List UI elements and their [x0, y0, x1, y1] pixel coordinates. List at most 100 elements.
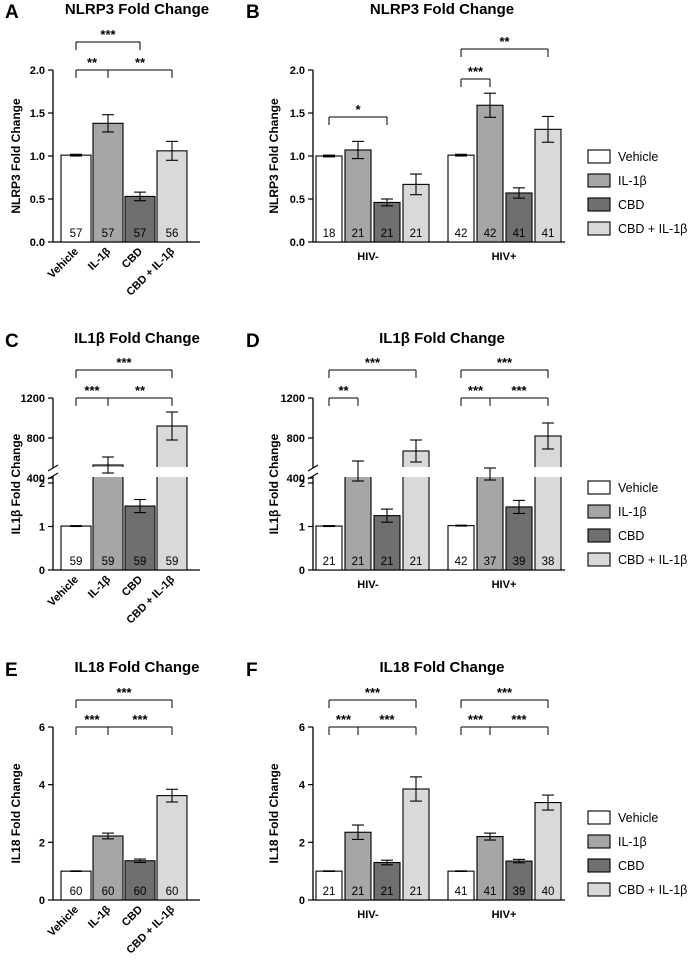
legend-swatch — [587, 221, 611, 236]
n-label: 21 — [352, 886, 365, 898]
bar — [124, 860, 156, 901]
y-tick-label: 1 — [299, 522, 305, 534]
significance-label: ** — [338, 383, 349, 398]
legend-swatch — [587, 810, 611, 825]
y-axis-label: IL18 Fold Change — [9, 763, 23, 863]
y-tick-label: 6 — [299, 722, 305, 734]
x-category-label: IL-1β — [86, 573, 113, 600]
bar-1-0: 42 — [447, 524, 475, 571]
n-label: 42 — [484, 228, 497, 240]
bar-1-3: 41 — [534, 115, 562, 243]
x-group-label: HIV+ — [492, 251, 517, 263]
legend-swatch — [587, 528, 611, 543]
y-tick-label: 2 — [39, 478, 45, 490]
y-axis-label: IL18 Fold Change — [267, 763, 281, 863]
bar-3: 59 — [156, 411, 188, 571]
bar — [92, 835, 124, 901]
n-label: 21 — [352, 228, 365, 240]
legend-label: Vehicle — [618, 481, 658, 495]
significance-label: * — [355, 102, 361, 117]
y-tick-label: 1 — [39, 522, 45, 534]
x-category-label: CBD — [120, 904, 145, 929]
significance-bracket: *** — [489, 712, 549, 735]
y-tick-label: 1200 — [281, 393, 305, 405]
n-label: 60 — [134, 886, 147, 898]
significance-label: *** — [365, 355, 381, 370]
bar-0-0: 21 — [315, 525, 343, 571]
significance-label: *** — [468, 383, 484, 398]
y-tick-label: 800 — [27, 433, 45, 445]
significance-label: *** — [468, 712, 484, 727]
significance-label: ** — [135, 55, 146, 70]
significance-label: ** — [135, 383, 146, 398]
significance-bracket: *** — [357, 712, 417, 735]
x-group-label: HIV- — [357, 909, 379, 921]
bar-break-gap — [402, 467, 430, 477]
y-tick-label: 400 — [287, 473, 305, 485]
x-category-label: Vehicle — [46, 246, 81, 281]
x-group-label: HIV+ — [492, 579, 517, 591]
y-tick-label: 2.0 — [30, 65, 45, 77]
bar-0: 60 — [60, 870, 92, 901]
n-label: 18 — [323, 228, 336, 240]
significance-label: *** — [497, 685, 513, 700]
bar-1-1: 42 — [476, 92, 504, 243]
bar — [476, 104, 504, 243]
bar-2: 57 — [124, 191, 156, 243]
significance-label: ** — [87, 55, 98, 70]
significance-bracket: ** — [460, 34, 549, 57]
n-label: 21 — [381, 886, 394, 898]
bar — [92, 464, 124, 571]
n-label: 57 — [134, 228, 147, 240]
bar-1-0: 42 — [447, 153, 475, 243]
n-label: 59 — [102, 556, 115, 568]
x-category-label: IL-1β — [86, 903, 113, 930]
bar — [447, 525, 475, 571]
y-tick-label: 4 — [299, 780, 306, 792]
y-tick-label: 0.0 — [290, 237, 305, 249]
x-category-label: Vehicle — [46, 574, 81, 609]
bar-2: 60 — [124, 858, 156, 901]
chart-title: IL18 Fold Change — [74, 659, 199, 676]
significance-label: *** — [100, 27, 116, 42]
significance-label: *** — [84, 383, 100, 398]
n-label: 21 — [352, 556, 365, 568]
significance-bracket: *** — [328, 712, 359, 735]
y-tick-label: 6 — [39, 722, 45, 734]
n-label: 60 — [70, 886, 83, 898]
y-axis-label: IL1β Fold Change — [267, 433, 281, 534]
n-label: 59 — [166, 556, 179, 568]
n-label: 39 — [513, 556, 526, 568]
axis-break-mark — [47, 464, 59, 472]
y-tick-label: 2 — [299, 478, 305, 490]
y-tick-label: 0.5 — [290, 194, 305, 206]
y-axis-label: NLRP3 Fold Change — [267, 98, 281, 214]
y-tick-label: 1.5 — [290, 108, 305, 120]
significance-bracket: *** — [328, 685, 417, 708]
significance-label: ** — [499, 34, 510, 49]
n-label: 59 — [70, 556, 83, 568]
panel-letter: A — [5, 2, 19, 23]
bar-0-1: 21 — [344, 140, 372, 243]
bar-2: 59 — [124, 498, 156, 571]
legend-label: IL-1β — [618, 505, 647, 519]
n-label: 38 — [542, 556, 555, 568]
legend-label: Vehicle — [618, 150, 658, 164]
panel-e: E IL18 Fold Change 0 2 4 6 IL18 Fold Change 60 V… — [5, 659, 200, 956]
x-group-label: HIV- — [357, 579, 379, 591]
bar — [124, 195, 156, 243]
n-label: 21 — [381, 556, 394, 568]
bar — [124, 505, 156, 571]
bar-0-3: 21 — [402, 776, 430, 901]
legend-label: Vehicle — [618, 811, 658, 825]
significance-bracket: *** — [75, 355, 173, 378]
significance-bracket: *** — [75, 27, 141, 50]
y-tick-label: 1.5 — [30, 108, 45, 120]
bar-0-2: 21 — [373, 508, 401, 571]
bar — [315, 155, 343, 243]
n-label: 41 — [484, 886, 497, 898]
significance-label: *** — [365, 685, 381, 700]
significance-bracket: *** — [75, 685, 173, 708]
legend-swatch — [587, 480, 611, 495]
